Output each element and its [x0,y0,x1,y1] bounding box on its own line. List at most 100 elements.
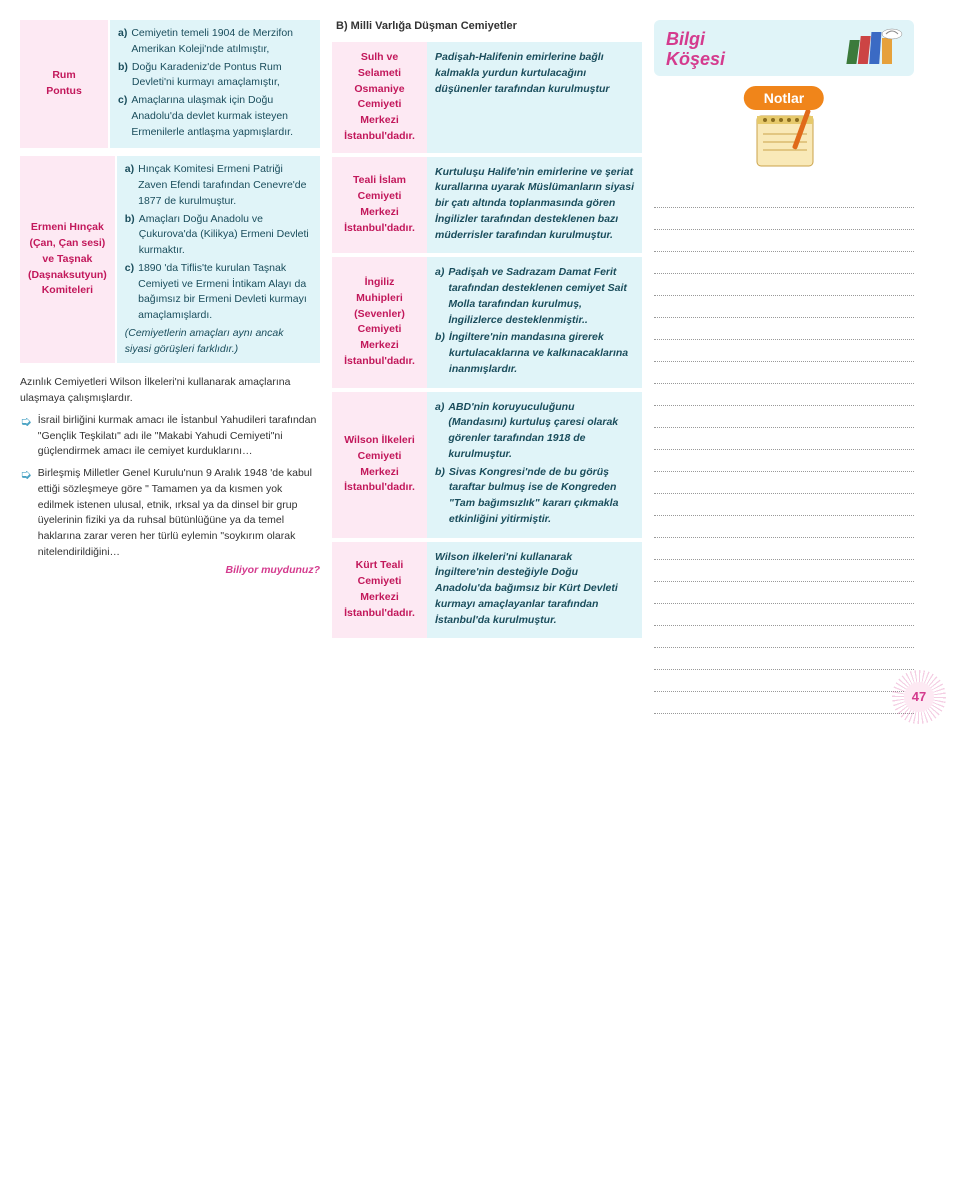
biliyor-muydunuz: Biliyor muydunuz? [20,563,320,579]
tail-italic: (Cemiyetlerin amaçları aynı ancak siyasi… [125,326,312,358]
note-line [654,362,914,384]
column-left: RumPontus a)Cemiyetin temeli 1904 de Mer… [20,20,320,714]
note-line [654,472,914,494]
item-marker: a) [118,26,127,58]
item-text: Amaçlarına ulaşmak için Doğu Anadolu'da … [131,93,312,140]
note-line [654,406,914,428]
item-text: Doğu Karadeniz'de Pontus Rum Devleti'ni … [132,60,312,92]
cemiyet-desc: a)ABD'nin koruyuculuğunu (Mandasını) kur… [427,392,642,538]
page-number: 47 [904,682,934,712]
item-text: Wilson ilkeleri'ni kullanarak İngiltere'… [435,550,634,629]
note-line [654,494,914,516]
page-number-wrap: 47 [892,670,946,724]
arrow-item: ➭Birleşmiş Milletler Genel Kurulu'nun 9 … [20,466,320,561]
cemiyet-desc: Wilson ilkeleri'ni kullanarak İngiltere'… [427,542,642,639]
item-text: İngiltere'nin mandasına girerek kurtulac… [449,330,634,377]
left-table-1: RumPontus a)Cemiyetin temeli 1904 de Mer… [20,20,320,148]
item-marker: a) [435,265,444,328]
mid-table: Sulh ve Selameti Osmaniye CemiyetiMerkez… [332,38,642,642]
item-marker: c) [125,261,134,324]
footnote-lead: Azınlık Cemiyetleri Wilson İlkeleri'ni k… [20,375,320,407]
column-right: Bilgi Köşesi Notlar [654,20,914,714]
arrow-text: İsrail birliğini kurmak amacı ile İstanb… [38,413,320,460]
item-marker: b) [435,465,445,528]
bilgi-kosesi-box: Bilgi Köşesi [654,20,914,76]
table-row: Teali İslam CemiyetiMerkezi İstanbul'dad… [332,157,642,254]
note-line [654,252,914,274]
note-line [654,340,914,362]
desc-sub-item: Kurtuluşu Halife'nin emirlerine ve şeria… [435,165,634,244]
left-table-2-label: Ermeni Hınçak(Çan, Çan sesi)ve Taşnak(Da… [20,156,117,363]
item-text: Kurtuluşu Halife'nin emirlerine ve şeria… [435,165,634,244]
notepad-icon [739,104,829,174]
note-line [654,384,914,406]
item-marker: c) [118,93,127,140]
note-line [654,318,914,340]
item-text: 1890 'da Tiflis'te kurulan Taşnak Cemiye… [138,261,312,324]
cemiyet-name: Sulh ve Selameti Osmaniye CemiyetiMerkez… [332,42,427,153]
books-icon [846,24,906,77]
note-line [654,428,914,450]
note-lines [654,186,914,714]
left-table-1-label: RumPontus [20,20,110,148]
note-line [654,582,914,604]
table-row: İngiliz Muhipleri (Sevenler) CemiyetiMer… [332,257,642,387]
table-row: Wilson İlkeleri CemiyetiMerkezi İstanbul… [332,392,642,538]
note-line [654,648,914,670]
cemiyet-name: Wilson İlkeleri CemiyetiMerkezi İstanbul… [332,392,427,538]
column-middle: B) Milli Varlığa Düşman Cemiyetler Sulh … [332,20,642,714]
note-line [654,516,914,538]
cemiyet-name: İngiliz Muhipleri (Sevenler) CemiyetiMer… [332,257,427,387]
note-line [654,274,914,296]
note-line [654,560,914,582]
left-table-2-content: a)Hınçak Komitesi Ermeni Patriği Zaven E… [117,156,320,363]
cemiyet-desc: Kurtuluşu Halife'nin emirlerine ve şeria… [427,157,642,254]
left-footnote: Azınlık Cemiyetleri Wilson İlkeleri'ni k… [20,371,320,582]
item-text: Sivas Kongresi'nde de bu görüş taraftar … [449,465,634,528]
item-marker: b) [118,60,128,92]
item-marker: b) [435,330,445,377]
desc-sub-item: b)Sivas Kongresi'nde de bu görüş tarafta… [435,465,634,528]
list-item: c)Amaçlarına ulaşmak için Doğu Anadolu'd… [118,93,312,140]
item-marker: a) [435,400,444,463]
notlar-box: Notlar [654,86,914,714]
note-line [654,296,914,318]
note-line [654,208,914,230]
left-table-1-content: a)Cemiyetin temeli 1904 de Merzifon Amer… [110,20,320,148]
cemiyet-name: Teali İslam CemiyetiMerkezi İstanbul'dad… [332,157,427,254]
list-item: a)Cemiyetin temeli 1904 de Merzifon Amer… [118,26,312,58]
item-text: ABD'nin koruyuculuğunu (Mandasını) kurtu… [448,400,634,463]
table-row: Sulh ve Selameti Osmaniye CemiyetiMerkez… [332,42,642,153]
note-line [654,626,914,648]
item-text: Cemiyetin temeli 1904 de Merzifon Amerik… [131,26,312,58]
page: RumPontus a)Cemiyetin temeli 1904 de Mer… [0,0,960,734]
item-text: Padişah ve Sadrazam Damat Ferit tarafınd… [448,265,634,328]
notlar-badge: Notlar [744,86,824,110]
desc-sub-item: b)İngiltere'nin mandasına girerek kurtul… [435,330,634,377]
table-row: Kürt Teali CemiyetiMerkezi İstanbul'dadı… [332,542,642,639]
list-item: c)1890 'da Tiflis'te kurulan Taşnak Cemi… [125,261,312,324]
arrow-icon: ➭ [20,466,32,561]
note-line [654,450,914,472]
item-marker: b) [125,212,135,259]
left-table-2: Ermeni Hınçak(Çan, Çan sesi)ve Taşnak(Da… [20,156,320,363]
arrow-text: Birleşmiş Milletler Genel Kurulu'nun 9 A… [38,466,320,561]
desc-sub-item: Wilson ilkeleri'ni kullanarak İngiltere'… [435,550,634,629]
arrow-item: ➭İsrail birliğini kurmak amacı ile İstan… [20,413,320,460]
cemiyet-desc: Padişah-Halifenin emirlerine bağlı kalma… [427,42,642,153]
note-line [654,538,914,560]
list-item: b)Doğu Karadeniz'de Pontus Rum Devleti'n… [118,60,312,92]
desc-sub-item: a)ABD'nin koruyuculuğunu (Mandasını) kur… [435,400,634,463]
cemiyet-desc: a)Padişah ve Sadrazam Damat Ferit tarafı… [427,257,642,387]
item-text: Amaçları Doğu Anadolu ve Çukurova'da (Ki… [139,212,312,259]
desc-sub-item: Padişah-Halifenin emirlerine bağlı kalma… [435,50,634,97]
desc-sub-item: a)Padişah ve Sadrazam Damat Ferit tarafı… [435,265,634,328]
note-line [654,604,914,626]
note-line [654,670,914,692]
arrow-icon: ➭ [20,413,32,460]
mid-section-title: B) Milli Varlığa Düşman Cemiyetler [332,20,642,32]
item-marker: a) [125,162,134,209]
list-item: b)Amaçları Doğu Anadolu ve Çukurova'da (… [125,212,312,259]
item-text: Padişah-Halifenin emirlerine bağlı kalma… [435,50,634,97]
note-line [654,230,914,252]
